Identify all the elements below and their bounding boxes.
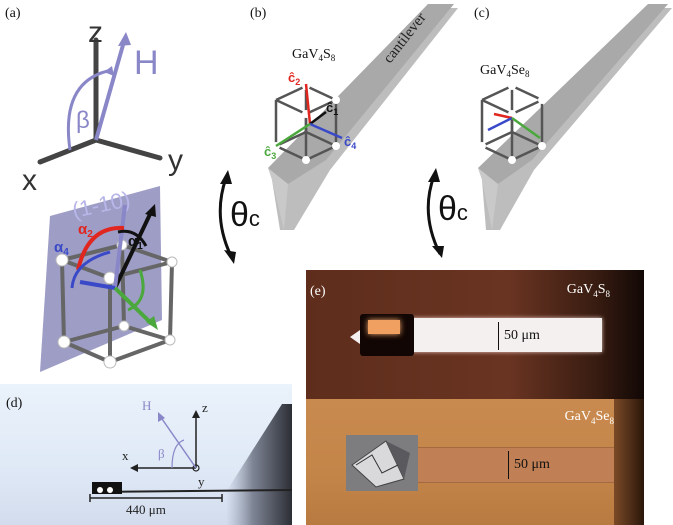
- alpha4-label: α4: [54, 239, 69, 258]
- scale-bar-e-top: [498, 322, 499, 350]
- crystal-gav4s8: [360, 314, 414, 356]
- alpha4-arc: [70, 250, 111, 289]
- alpha3-arc: [127, 269, 145, 312]
- scale-label-e-top: 50 μm: [504, 328, 540, 343]
- c1-label: ĉ1: [326, 100, 338, 117]
- panel-label-a: (a): [5, 6, 21, 21]
- y-label-d: y: [198, 474, 205, 489]
- y-axis-label: y: [168, 144, 183, 177]
- panel-b: cantilever GaV4S8 ĉ2 ĉ1 ĉ4 ĉ3: [264, 4, 458, 230]
- micrograph-gav4s8: (e) GaV4S8 50 μm: [306, 270, 644, 399]
- micrograph-gav4se8: GaV4Se8 50 μm: [306, 399, 644, 525]
- c3-vector-b: [275, 122, 311, 148]
- c1-vector: [309, 111, 327, 125]
- panel-label-b: (b): [250, 6, 267, 21]
- alpha1-arc: [117, 229, 148, 247]
- scale-bar-e-bottom: [508, 451, 509, 479]
- field-vector-h: [94, 37, 127, 141]
- c2-vector: [304, 83, 312, 125]
- field-label-d: H: [142, 398, 151, 413]
- beta-label-d: β: [158, 446, 165, 461]
- scale-label-e-bottom: 50 μm: [514, 457, 550, 472]
- theta-c-label-a: θc: [230, 196, 260, 234]
- material-label-b: GaV4S8: [292, 47, 336, 63]
- cantilever-side: [91, 489, 292, 493]
- cantilever-bottom: [406, 447, 616, 483]
- field-vector-d: [159, 415, 197, 469]
- panel-d-drawing: H z x y β 440 μm: [89, 398, 292, 525]
- theta-c-label-c: θc: [438, 190, 468, 228]
- c4-vector: [79, 280, 116, 290]
- green-vector-c: [511, 116, 541, 140]
- panel-label-c: (c): [474, 6, 490, 21]
- x-axis: [37, 137, 99, 165]
- alpha1-vector: [113, 209, 154, 289]
- cube-frame-c: [480, 84, 544, 162]
- c4-label: ĉ4: [344, 134, 356, 151]
- z-label-d: z: [202, 400, 208, 415]
- panel-c: GaV4Se8: [426, 4, 672, 258]
- panel-e: (e) GaV4S8 50 μm GaV4Se8 50 μm: [306, 270, 644, 525]
- cantilever-top: [404, 318, 602, 352]
- beta-arc: [66, 68, 113, 151]
- cantilever-b-shadow: [272, 8, 458, 230]
- coordinate-axes: [37, 37, 163, 165]
- c2-label: ĉ2: [288, 70, 300, 87]
- cantilever-c-shadow: [482, 8, 672, 230]
- beta-arrowhead: [104, 66, 114, 76]
- field-label-h: H: [134, 44, 159, 82]
- substrate-edge: [226, 404, 292, 525]
- material-label-c: GaV4Se8: [480, 63, 530, 79]
- cube-atoms-c: [478, 82, 546, 164]
- cube-frame-a: [60, 243, 174, 364]
- crystal-gav4se8: [346, 435, 418, 491]
- beta-arc-d: [171, 439, 185, 469]
- material-label-e-top: GaV4S8: [566, 282, 610, 299]
- panel-d: (d) H z x y β 440 μm: [0, 384, 292, 525]
- red-vector-c: [493, 112, 513, 120]
- cube-frame-b: [274, 84, 338, 162]
- field-arrowhead: [118, 32, 131, 46]
- panel-label-d: (d): [6, 396, 23, 411]
- cantilever-b: [268, 4, 454, 184]
- y-axis-d: [192, 464, 200, 472]
- scale-label-d: 440 μm: [126, 502, 166, 517]
- alpha2-arc: [76, 225, 125, 271]
- alpha2-label: α2: [78, 221, 93, 240]
- material-label-e-bottom: GaV4Se8: [564, 409, 614, 426]
- blue-vector-c: [487, 116, 513, 132]
- panel-label-e: (e): [310, 284, 326, 299]
- x-label-d: x: [122, 448, 129, 463]
- c4-vector-b: [309, 122, 343, 140]
- field-vector-in-cube: [113, 204, 127, 289]
- alpha1-label: α1: [128, 233, 143, 252]
- x-axis-label: x: [22, 164, 37, 197]
- y-axis: [93, 137, 163, 161]
- c3-label: ĉ3: [264, 144, 276, 161]
- beta-label: β: [76, 107, 90, 134]
- panel-a: z x y H β (1-10) α2 α4 α1: [22, 16, 236, 372]
- crystal-sample-d: [92, 482, 122, 494]
- z-axis-label: z: [88, 16, 103, 49]
- theta-rotation-arrow-a: [218, 177, 234, 259]
